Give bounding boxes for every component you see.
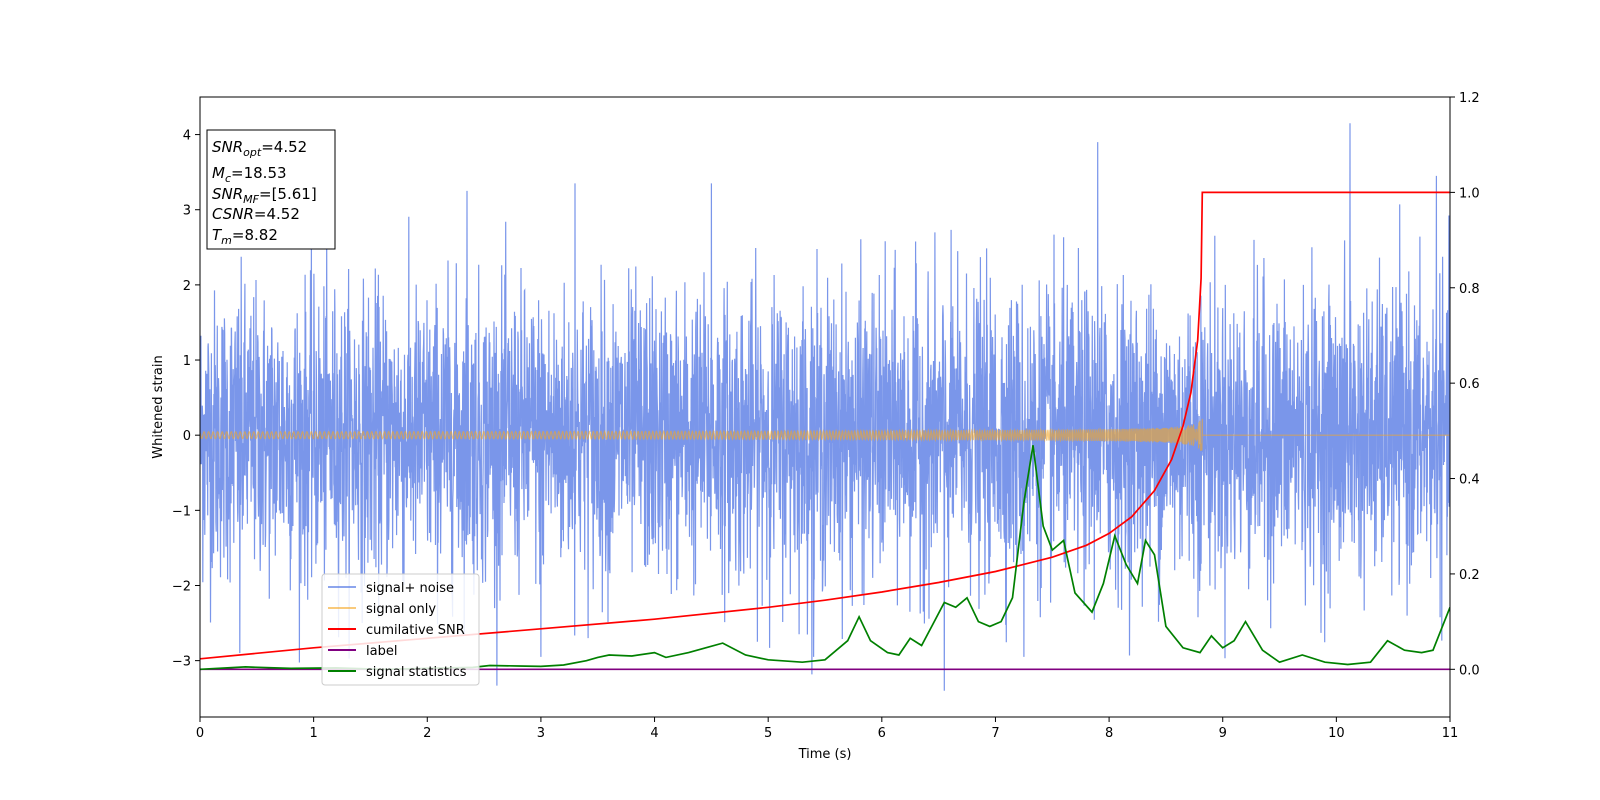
x-tick-label: 6 — [878, 726, 886, 741]
y2-tick-label: 0.8 — [1459, 282, 1480, 297]
y-tick-label: 0 — [183, 429, 191, 444]
y-tick-label: 3 — [183, 204, 191, 219]
info-line: CSNR=4.52 — [212, 205, 300, 223]
legend-frame — [321, 573, 480, 686]
x-tick-label: 1 — [309, 726, 317, 741]
y-axis-left: −3 −2 −1 0 1 2 3 4 — [172, 129, 200, 670]
x-tick-label: 0 — [196, 726, 204, 741]
x-tick-label: 7 — [991, 726, 999, 741]
y-axis-label: Whitened strain — [151, 355, 166, 458]
series-signal-statistics-line — [200, 445, 1450, 671]
y2-tick-label: 1.2 — [1459, 91, 1480, 106]
legend-label: label — [366, 644, 397, 659]
info-line: Tm=8.82 — [212, 226, 278, 247]
legend-label: signal only — [366, 602, 436, 617]
info-box-frame — [206, 129, 336, 250]
legend-label: signal+ noise — [366, 581, 454, 596]
info-line: Mc=18.53 — [212, 164, 287, 185]
x-tick-label: 4 — [650, 726, 658, 741]
y-tick-label: 4 — [183, 129, 191, 144]
y-tick-label: 2 — [183, 279, 191, 294]
series-cumulative-snr-line — [200, 191, 1450, 660]
info-box: SNRopt=4.52 Mc=18.53SNRMF=[5.61]CSNR=4.52… — [206, 129, 336, 250]
y-axis-right: 0.0 0.2 0.4 0.6 0.8 1.0 1.2 — [1450, 91, 1480, 678]
info-line: SNRMF=[5.61] — [212, 185, 317, 206]
x-tick-label: 8 — [1105, 726, 1113, 741]
x-tick-label: 2 — [423, 726, 431, 741]
y-tick-label: −2 — [172, 579, 191, 594]
legend: signal+ noise signal only cumilative SNR la… — [321, 573, 480, 686]
info-line: SNRopt=4.52 — [212, 138, 307, 159]
y2-tick-label: 1.0 — [1459, 186, 1480, 201]
x-axis-label: Time (s) — [798, 747, 852, 762]
y-tick-label: 1 — [183, 354, 191, 369]
y2-tick-label: 0.0 — [1459, 663, 1480, 678]
legend-label: signal statistics — [366, 665, 467, 680]
x-tick-label: 10 — [1328, 726, 1345, 741]
x-tick-label: 3 — [537, 726, 545, 741]
x-axis: 0 1 2 3 4 5 6 7 8 9 10 11 — [196, 717, 1458, 741]
y-tick-label: −1 — [172, 504, 191, 519]
x-tick-label: 5 — [764, 726, 772, 741]
y2-tick-label: 0.4 — [1459, 473, 1480, 488]
plot-frame — [199, 96, 1451, 718]
y-tick-label: −3 — [172, 655, 191, 670]
legend-label: cumilative SNR — [366, 623, 465, 638]
y2-tick-label: 0.6 — [1459, 377, 1480, 392]
series-signal-only-line — [200, 418, 1450, 451]
x-tick-label: 11 — [1442, 726, 1459, 741]
x-tick-label: 9 — [1219, 726, 1227, 741]
y2-tick-label: 0.2 — [1459, 568, 1480, 583]
